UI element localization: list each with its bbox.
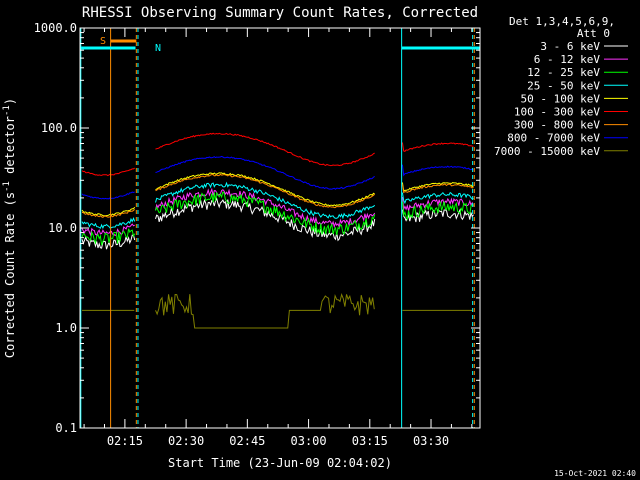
series-line xyxy=(155,132,375,167)
y-axis-label-sup1: -1 xyxy=(2,181,12,192)
x-tick-label: 02:30 xyxy=(168,434,204,448)
series-line xyxy=(81,216,136,230)
legend-header-1: Det 1,3,4,5,6,9, xyxy=(509,15,615,28)
legend-label: 50 - 100 keV xyxy=(521,92,601,105)
series-line xyxy=(155,155,375,190)
series-line xyxy=(81,206,136,217)
legend-label: 25 - 50 keV xyxy=(527,79,600,92)
x-tick-label: 03:30 xyxy=(413,434,449,448)
series-line xyxy=(401,196,474,212)
series-line xyxy=(82,208,136,218)
series-line xyxy=(81,223,135,237)
legend-label: 300 - 800 keV xyxy=(514,119,600,132)
legend-label: 12 - 25 keV xyxy=(527,66,600,79)
series-line xyxy=(155,197,376,242)
x-axis: 02:15 02:30 02:45 03:00 03:15 03:30 xyxy=(83,28,473,448)
legend-label: 800 - 7000 keV xyxy=(507,132,600,145)
flag-label-n: N xyxy=(155,43,161,54)
series-line xyxy=(155,187,376,229)
y-axis: 0.1 1.0 10.0 100.0 1000.0 xyxy=(34,21,480,435)
x-tick-label: 02:15 xyxy=(107,434,143,448)
y-tick-label: 0.1 xyxy=(55,421,77,435)
legend-label: 6 - 12 keV xyxy=(534,53,601,66)
series-line xyxy=(401,183,474,194)
y-axis-label-sup2: -1 xyxy=(2,105,12,116)
y-tick-label: 1000.0 xyxy=(34,21,77,35)
series-line xyxy=(401,182,474,192)
series-line xyxy=(155,172,375,207)
x-tick-label: 03:00 xyxy=(291,434,327,448)
y-axis-label-part1: Corrected Count Rate (s xyxy=(3,192,17,358)
series-line xyxy=(81,167,135,177)
legend-header-2: Att 0 xyxy=(577,27,610,40)
x-tick-label: 03:15 xyxy=(352,434,388,448)
series-line xyxy=(401,191,474,205)
y-tick-label: 1.0 xyxy=(55,321,77,335)
flag-label-s: S xyxy=(100,36,106,47)
x-axis-label: Start Time (23-Jun-09 02:04:02) xyxy=(168,456,392,470)
series-line xyxy=(155,173,376,209)
series-line xyxy=(81,228,136,246)
series-line xyxy=(401,164,474,177)
y-axis-label: Corrected Count Rate (s-1 detector-1) xyxy=(2,98,17,358)
y-axis-label-part3: ) xyxy=(3,98,17,105)
y-tick-label: 100.0 xyxy=(41,121,77,135)
series-line xyxy=(155,292,375,329)
series-line xyxy=(81,191,135,200)
data-layer xyxy=(81,132,474,329)
x-tick-label: 02:45 xyxy=(229,434,265,448)
legend-label: 7000 - 15000 keV xyxy=(494,145,600,158)
legend-label: 3 - 6 keV xyxy=(540,40,600,53)
series-line xyxy=(401,142,474,152)
chart-title: RHESSI Observing Summary Count Rates, Co… xyxy=(82,5,478,21)
y-axis-label-part2: detector xyxy=(3,116,17,181)
y-tick-label: 10.0 xyxy=(48,221,77,235)
series-line xyxy=(155,181,376,220)
series-line xyxy=(401,200,474,221)
legend-label: 100 - 300 keV xyxy=(514,106,600,119)
series-line xyxy=(155,191,376,236)
footer-timestamp: 15-Oct-2021 02:40 xyxy=(554,469,636,478)
